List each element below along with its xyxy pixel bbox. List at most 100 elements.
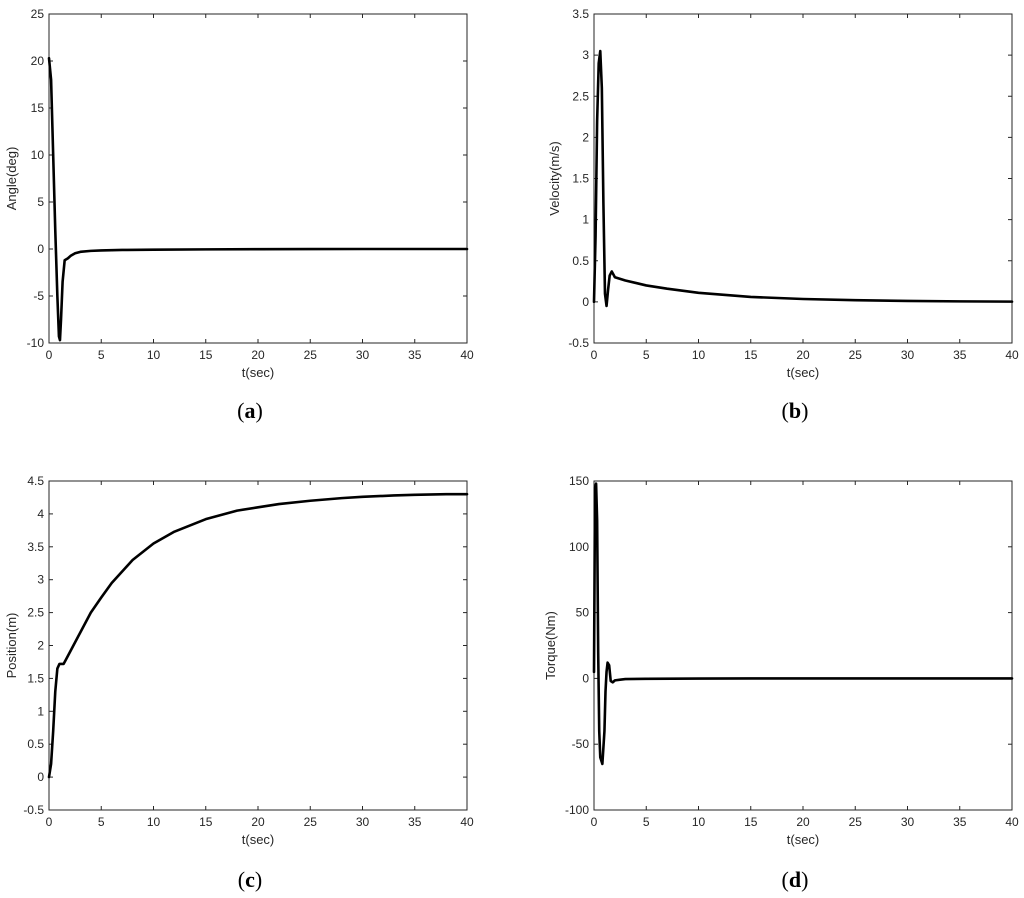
panel-caption: (d) (782, 867, 809, 892)
axes-box (593, 13, 1013, 344)
y-tick-label: -10 (27, 336, 45, 350)
y-tick-label: 3.5 (572, 7, 589, 21)
y-tick-label: -0.5 (23, 803, 44, 817)
x-tick-label: 25 (849, 348, 863, 362)
x-axis-label: t(sec) (242, 832, 275, 847)
x-tick-label: 30 (356, 815, 370, 829)
x-tick-label: 25 (849, 815, 863, 829)
chart-panel-d: 0 5 10 15 20 25 30 35 40 -100 -50 0 50 100 150 t(sec) To… (543, 474, 1019, 892)
y-tick-label: 0 (582, 671, 589, 685)
x-tick-label: 10 (692, 348, 706, 362)
x-tick-label: 35 (953, 815, 967, 829)
x-tick-label: 0 (591, 348, 598, 362)
series-line-0 (47, 492, 469, 779)
axes-box (48, 13, 468, 344)
y-tick-label: 0 (37, 242, 44, 256)
y-tick-label: 2 (582, 130, 589, 144)
y-tick-label: 25 (31, 7, 45, 21)
x-tick-label: 20 (251, 348, 265, 362)
chart-panel-b: 0 5 10 15 20 25 30 35 40-0.500.511.522.533.5t(se… (547, 7, 1019, 423)
y-tick-label: 150 (569, 474, 589, 488)
y-tick-label: 3 (582, 48, 589, 62)
y-tick-label: 100 (569, 540, 589, 554)
y-tick-label: 1.5 (572, 172, 589, 186)
caption-close-paren: ) (801, 398, 808, 423)
x-tick-label: 20 (796, 815, 810, 829)
x-tick-label: 0 (46, 348, 53, 362)
x-tick-label: 35 (408, 348, 422, 362)
caption-open-paren: ( (782, 398, 789, 423)
x-tick-label: 40 (1005, 348, 1019, 362)
x-tick-label: 15 (199, 815, 213, 829)
axes-box (593, 480, 1013, 811)
caption-open-paren: ( (237, 398, 244, 423)
y-tick-label: 50 (576, 606, 590, 620)
caption-letter: a (245, 398, 256, 423)
y-tick-label: 4.5 (27, 474, 44, 488)
panel-caption: (c) (238, 867, 262, 892)
y-axis-label: Velocity(m/s) (547, 141, 562, 215)
caption-letter: b (789, 398, 801, 423)
x-tick-label: 10 (692, 815, 706, 829)
x-tick-label: 5 (643, 348, 650, 362)
x-tick-label: 15 (744, 815, 758, 829)
x-tick-label: 10 (147, 348, 161, 362)
y-axis-label: Position(m) (4, 613, 19, 679)
chart-panel-c: 0 5 10 15 20 25 30 35 40-0.500.511.522.533.544.5… (4, 474, 474, 892)
series-line-0 (592, 482, 1014, 766)
y-tick-label: 1.5 (27, 671, 44, 685)
x-tick-label: 30 (901, 815, 915, 829)
x-tick-label: 30 (356, 348, 370, 362)
y-tick-label: 3 (37, 573, 44, 587)
y-tick-label: 2.5 (572, 89, 589, 103)
caption-letter: c (245, 867, 255, 892)
x-axis-label: t(sec) (787, 365, 820, 380)
caption-close-paren: ) (801, 867, 808, 892)
x-tick-label: 10 (147, 815, 161, 829)
x-tick-label: 5 (98, 815, 105, 829)
x-tick-label: 20 (251, 815, 265, 829)
caption-close-paren: ) (256, 398, 263, 423)
y-tick-label: -0.5 (568, 336, 589, 350)
y-tick-label: 1 (37, 704, 44, 718)
y-tick-label: 2 (37, 639, 44, 653)
series-line-0 (47, 56, 469, 342)
x-tick-label: 15 (744, 348, 758, 362)
y-tick-label: 0.5 (572, 254, 589, 268)
caption-close-paren: ) (255, 867, 262, 892)
y-tick-label: 0 (37, 770, 44, 784)
y-tick-label: 5 (37, 195, 44, 209)
x-tick-label: 40 (460, 815, 474, 829)
series-line-0 (592, 49, 1014, 308)
x-tick-label: 0 (46, 815, 53, 829)
y-tick-label: 4 (37, 507, 44, 521)
panel-caption: (b) (782, 398, 809, 423)
y-tick-label: -5 (33, 289, 44, 303)
y-tick-label: 20 (31, 54, 45, 68)
chart-panel-a: 0 5 10 15 20 25 30 35 40 -10 -5 0 5 10 15 20 25 t(sec) Ang… (4, 7, 474, 423)
caption-open-paren: ( (238, 867, 245, 892)
x-axis-label: t(sec) (242, 365, 275, 380)
x-tick-label: 30 (901, 348, 915, 362)
y-axis-label: Angle(deg) (4, 147, 19, 211)
x-axis-label: t(sec) (787, 832, 820, 847)
y-tick-label: 3.5 (27, 540, 44, 554)
x-tick-label: 25 (304, 348, 318, 362)
y-tick-label: 0.5 (27, 737, 44, 751)
x-tick-label: 15 (199, 348, 213, 362)
y-tick-label: 0 (582, 295, 589, 309)
y-tick-label: 10 (31, 148, 45, 162)
x-tick-label: 20 (796, 348, 810, 362)
y-tick-label: 1 (582, 213, 589, 227)
axes-box (48, 480, 468, 811)
x-tick-label: 40 (460, 348, 474, 362)
x-tick-label: 5 (643, 815, 650, 829)
x-tick-label: 35 (953, 348, 967, 362)
y-tick-label: 15 (31, 101, 45, 115)
panel-caption: (a) (237, 398, 263, 423)
x-tick-label: 0 (591, 815, 598, 829)
x-tick-label: 35 (408, 815, 422, 829)
x-tick-label: 40 (1005, 815, 1019, 829)
x-tick-label: 25 (304, 815, 318, 829)
